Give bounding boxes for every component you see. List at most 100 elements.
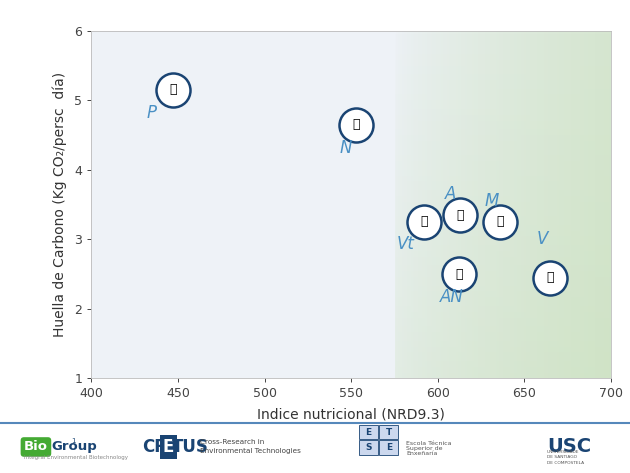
Bar (394, 121, 611, 123)
Bar (544, 31, 546, 378)
Bar (394, 280, 611, 283)
Bar (394, 271, 611, 274)
Bar (394, 260, 611, 263)
Bar (394, 138, 611, 141)
Bar (394, 100, 611, 103)
Bar (571, 31, 573, 378)
Bar (478, 31, 479, 378)
Bar (519, 31, 521, 378)
Bar (582, 31, 584, 378)
Bar (588, 31, 590, 378)
Text: AN: AN (440, 288, 463, 306)
Bar (561, 31, 563, 378)
Bar (394, 245, 611, 248)
Bar (573, 31, 575, 378)
Bar (447, 31, 449, 378)
Bar (394, 277, 611, 280)
Text: USC: USC (547, 438, 591, 456)
Bar (394, 326, 611, 329)
Bar (394, 89, 611, 92)
Text: S: S (365, 443, 372, 452)
Bar (467, 31, 469, 378)
Bar (394, 291, 611, 294)
Bar (394, 219, 611, 222)
Bar (590, 31, 591, 378)
Bar (394, 364, 611, 367)
Bar (546, 31, 548, 378)
Bar (394, 213, 611, 216)
Bar (534, 31, 536, 378)
Bar (394, 225, 611, 228)
Bar (394, 161, 611, 164)
Text: 🌰: 🌰 (455, 268, 462, 280)
Bar (394, 370, 611, 373)
Bar (471, 31, 472, 378)
Bar (394, 193, 611, 196)
Bar (402, 31, 404, 378)
Bar (513, 31, 515, 378)
Bar (524, 31, 526, 378)
Bar (505, 31, 507, 378)
Bar (420, 31, 421, 378)
Point (455, 211, 466, 219)
Bar (551, 31, 553, 378)
Bar (557, 31, 559, 378)
Bar (597, 31, 598, 378)
Bar (605, 31, 607, 378)
Bar (425, 31, 427, 378)
Bar (434, 31, 436, 378)
Bar (394, 373, 611, 376)
Bar (394, 170, 611, 173)
Bar (458, 31, 459, 378)
Bar (394, 376, 611, 378)
Bar (394, 65, 611, 69)
Bar (394, 358, 611, 361)
Bar (394, 268, 611, 271)
Bar (394, 228, 611, 231)
Bar (400, 31, 402, 378)
Bar (394, 60, 611, 62)
Bar (394, 129, 611, 132)
Text: V: V (537, 230, 548, 248)
Bar (394, 321, 611, 324)
Bar (492, 31, 494, 378)
Bar (394, 123, 611, 126)
Bar (394, 204, 611, 208)
Bar (394, 317, 611, 321)
Bar (394, 167, 611, 170)
Bar (394, 257, 611, 260)
Text: Group: Group (52, 440, 98, 454)
Bar (394, 54, 611, 57)
Bar (564, 31, 566, 378)
Text: M: M (484, 192, 499, 210)
Bar (593, 31, 595, 378)
Bar (484, 31, 486, 378)
Bar (479, 31, 481, 378)
Bar (598, 31, 600, 378)
Bar (461, 31, 463, 378)
Bar (483, 31, 484, 378)
Bar (602, 31, 604, 378)
Bar (394, 236, 611, 239)
Bar (394, 248, 611, 251)
Bar (394, 210, 611, 213)
Bar (563, 31, 564, 378)
Bar (394, 152, 611, 155)
Point (495, 218, 505, 226)
Bar (394, 274, 611, 277)
Bar (394, 34, 611, 36)
Text: P: P (147, 104, 157, 122)
Bar (578, 31, 580, 378)
Bar (394, 57, 611, 60)
Bar (416, 31, 418, 378)
Text: T: T (386, 428, 392, 437)
Bar (474, 31, 476, 378)
Bar (394, 242, 611, 245)
Bar (394, 338, 611, 341)
Bar (394, 182, 611, 184)
Bar (394, 352, 611, 355)
Bar (394, 83, 611, 86)
Text: 1: 1 (71, 438, 76, 444)
Bar (459, 31, 461, 378)
Point (546, 274, 556, 281)
